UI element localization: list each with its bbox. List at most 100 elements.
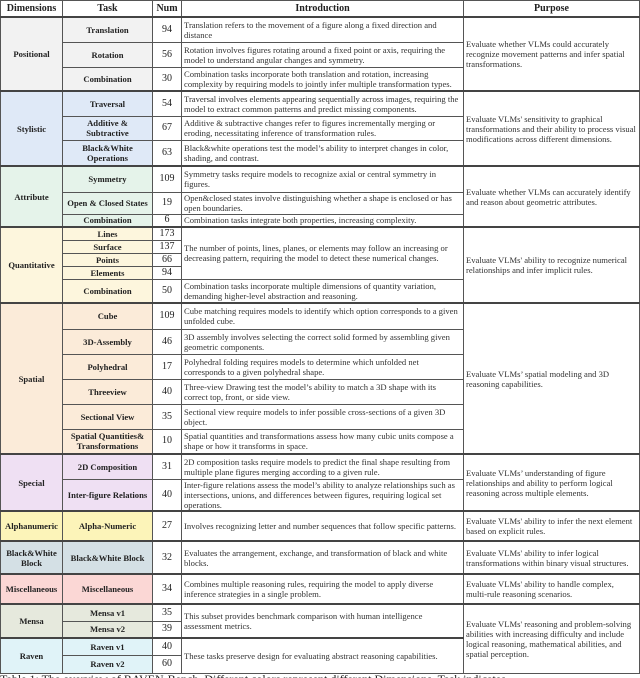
- task-cell: Spatial Quantities& Transformations: [62, 428, 153, 455]
- num-cell: 60: [152, 654, 182, 674]
- num-cell: 40: [152, 378, 182, 405]
- table-row: Inter-figure Relations 40 Inter-figure rel…: [1, 478, 640, 512]
- introduction-cell: Rotation involves figures rotating aroun…: [181, 41, 464, 68]
- table-row: Alphanumeric Alpha-Numeric 27 Involves reco…: [0, 510, 640, 542]
- table-row: Mensa Mensa v1 35 This subset provides benc…: [0, 603, 640, 674]
- introduction-cell: Black&white operations test the model’s …: [181, 139, 464, 167]
- introduction-cell: Cube matching requires models to identif…: [181, 302, 464, 330]
- task-cell: Traversal: [62, 90, 153, 117]
- table-row: Black&White Block Black&White Block 32 Eval…: [0, 540, 640, 575]
- task-cell: Additive & Subtractive: [62, 115, 153, 141]
- introduction-cell: Inter-figure relations assess the model’…: [181, 478, 464, 512]
- num-cell: 17: [152, 353, 182, 380]
- task-cell: Inter-figure Relations: [62, 478, 153, 512]
- task-cell: Rotation: [62, 41, 153, 68]
- num-cell: 35: [152, 403, 182, 430]
- task-cell: Mensa v2: [62, 620, 153, 639]
- introduction-cell: Combination tasks integrate both propert…: [181, 213, 464, 228]
- header-purpose: Purpose: [463, 0, 640, 18]
- num-cell: 56: [152, 41, 182, 68]
- num-cell: 40: [152, 637, 182, 656]
- num-cell: 30: [152, 66, 182, 92]
- introduction-cell: Sectional view require models to infer p…: [181, 403, 464, 430]
- task-cell: Black&White Operations: [62, 139, 153, 167]
- introduction-cell: This subset provides benchmark compariso…: [181, 603, 464, 639]
- purpose-cell: Evaluate VLMs’ understanding of figure r…: [463, 453, 640, 512]
- introduction-cell: Symmetry tasks require models to recogni…: [181, 165, 464, 193]
- table-row: Miscellaneous Miscellaneous 34 Combines mul…: [0, 573, 640, 605]
- num-cell: 27: [152, 510, 182, 542]
- introduction-cell: Combination tasks incorporate both trans…: [181, 66, 464, 92]
- num-cell: 109: [152, 302, 182, 330]
- dimension-cell: Spatial: [0, 302, 63, 455]
- introduction-cell: Evaluates the arrangement, exchange, and…: [181, 540, 464, 575]
- num-cell: 40: [152, 478, 182, 512]
- task-cell: Translation: [62, 16, 153, 43]
- dimension-cell: Miscellaneous: [0, 573, 63, 605]
- introduction-cell: These tasks preserve design for evaluati…: [181, 637, 464, 674]
- purpose-cell: Evaluate VLMs' ability to handle complex…: [463, 573, 640, 605]
- introduction-cell: Three-view Drawing test the model’s abil…: [181, 378, 464, 405]
- num-cell: 137: [152, 239, 182, 254]
- table-row: Attribute Symmetry 109 Symmetry tasks requi…: [0, 165, 640, 228]
- task-cell: Open & Closed States: [62, 191, 153, 215]
- dimension-cell: Attribute: [0, 165, 63, 228]
- introduction-cell: Spatial quantities and transformations a…: [181, 428, 464, 455]
- table-row: Additive & Subtractive 67 Additive & subtr…: [1, 115, 640, 141]
- table-row: Surface 137: [1, 239, 640, 254]
- table-row: Polyhedral 17 Polyhedral folding requires …: [1, 353, 640, 380]
- introduction-cell: 3D assembly involves selecting the corre…: [181, 328, 464, 355]
- table-row: Positional Translation 94 Translation refer…: [0, 16, 640, 92]
- num-cell: 67: [152, 115, 182, 141]
- purpose-cell: Evaluate VLMs' sensitivity to graphical …: [463, 90, 640, 167]
- introduction-cell: Polyhedral folding requires models to de…: [181, 353, 464, 380]
- table-row: Sectional View 35 Sectional view require m…: [1, 403, 640, 430]
- table-row: Raven Raven v1 40 These tasks preserve desi…: [0, 637, 640, 674]
- task-cell: Raven v1: [62, 637, 153, 656]
- purpose-cell: Evaluate whether VLMs can accurately ide…: [463, 165, 640, 228]
- dimension-cell: Black&White Block: [0, 540, 63, 575]
- table-row: Threeview 40 Three-view Drawing test the m…: [1, 378, 640, 405]
- task-cell: Mensa v1: [62, 603, 153, 622]
- task-cell: Raven v2: [62, 654, 153, 674]
- dimension-cell: Quantitative: [0, 226, 63, 304]
- num-cell: 46: [152, 328, 182, 355]
- table-row: Black&White Operations 63 Black&white oper…: [1, 139, 640, 167]
- table-row: Quantitative Lines 173 The number of points…: [0, 226, 640, 304]
- task-cell: Surface: [62, 239, 153, 254]
- purpose-cell: Evaluate whether VLMs could accurately r…: [463, 16, 640, 92]
- purpose-cell: Evaluate VLMs’ spatial modeling and 3D r…: [463, 302, 640, 455]
- table-row: Mensa v2 39: [1, 620, 640, 639]
- task-cell: Combination: [62, 66, 153, 92]
- num-cell: 19: [152, 191, 182, 215]
- dimension-cell: Positional: [0, 16, 63, 92]
- num-cell: 173: [152, 226, 182, 241]
- introduction-cell: Open&closed states involve distinguishin…: [181, 191, 464, 215]
- task-cell: Points: [62, 252, 153, 267]
- task-cell: Sectional View: [62, 403, 153, 430]
- task-cell: Combination: [62, 213, 153, 228]
- header-introduction: Introduction: [181, 0, 464, 18]
- task-cell: Symmetry: [62, 165, 153, 193]
- dimension-cell: Raven: [0, 637, 63, 674]
- introduction-cell: Translation refers to the movement of a …: [181, 16, 464, 43]
- num-cell: 31: [152, 453, 182, 480]
- num-cell: 66: [152, 252, 182, 267]
- header-task: Task: [62, 0, 153, 18]
- introduction-cell: Combination tasks incorporate multiple d…: [181, 278, 464, 304]
- purpose-cell: Evaluate VLMs' ability to recognize nume…: [463, 226, 640, 304]
- task-cell: Polyhedral: [62, 353, 153, 380]
- table-row: Rotation 56 Rotation involves figures rota…: [1, 41, 640, 68]
- table-row: Combination 30 Combination tasks incorpora…: [1, 66, 640, 92]
- table-caption: Table 1: The overview of RAVEN-Bench. Di…: [0, 672, 506, 678]
- num-cell: 50: [152, 278, 182, 304]
- table-row: 3D-Assembly 46 3D assembly involves select…: [1, 328, 640, 355]
- task-cell: Lines: [62, 226, 153, 241]
- task-cell: Combination: [62, 278, 153, 304]
- purpose-cell: Evaluate VLMs' ability to infer logical …: [463, 540, 640, 575]
- task-cell: Miscellaneous: [62, 573, 153, 605]
- task-cell: 2D Composition: [62, 453, 153, 480]
- dimension-cell: Alphanumeric: [0, 510, 63, 542]
- num-cell: 39: [152, 620, 182, 639]
